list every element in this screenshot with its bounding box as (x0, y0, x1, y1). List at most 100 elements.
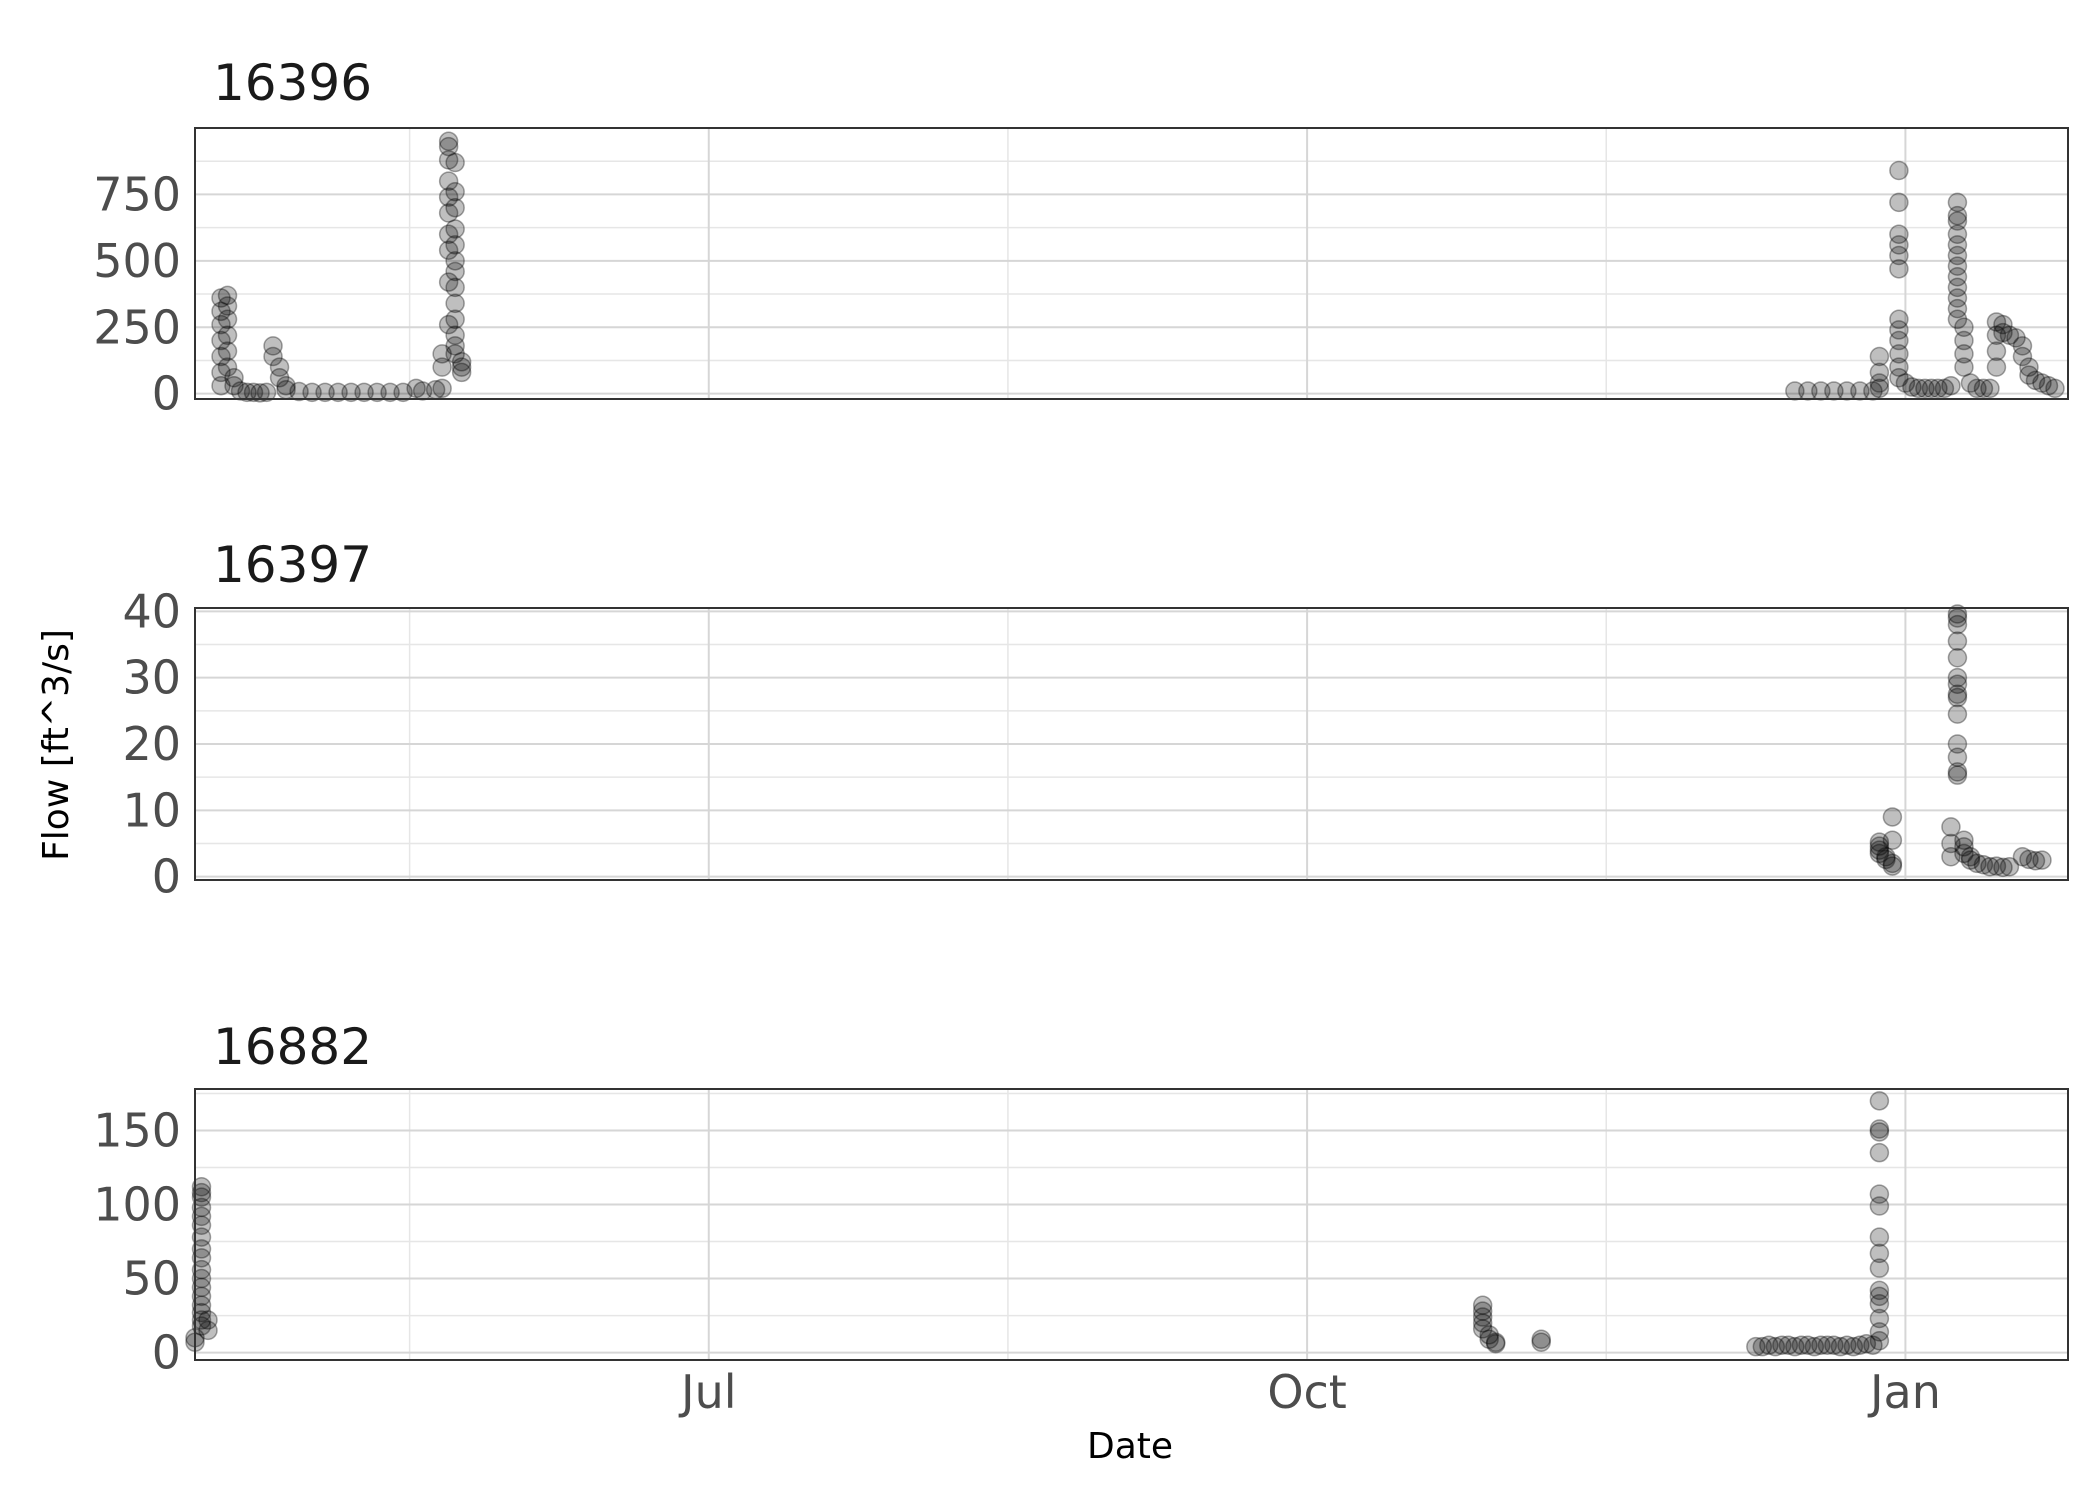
data-point (1869, 346, 1890, 367)
data-point (1973, 378, 1994, 399)
data-point (1752, 1336, 1773, 1357)
data-points (1869, 604, 2052, 878)
panel-title: 16396 (213, 54, 372, 112)
data-point (1889, 344, 1909, 364)
data-point (191, 1316, 212, 1336)
data-point (380, 382, 400, 403)
data-point (263, 346, 283, 367)
y-tick-label: 40 (122, 584, 181, 638)
x-tick-label: Oct (1267, 1365, 1347, 1419)
data-point (1941, 833, 1961, 854)
data-point (1947, 667, 1968, 688)
data-point (1843, 1336, 1864, 1357)
data-points (185, 1091, 1890, 1357)
data-point (1824, 1335, 1844, 1355)
data-point (198, 1320, 218, 1341)
data-point (2025, 370, 2046, 391)
data-point (191, 1215, 212, 1235)
data-point (1902, 377, 1922, 397)
data-point (1889, 259, 1909, 279)
data-point (1960, 850, 1981, 870)
y-tick-label: 250 (93, 300, 181, 354)
data-point (445, 336, 465, 356)
data-point (1947, 245, 1968, 266)
data-point (211, 346, 231, 367)
panel-frame (194, 607, 2069, 881)
data-point (1986, 325, 2007, 345)
data-point (191, 1295, 212, 1315)
data-point (1869, 1322, 1890, 1342)
data-point (217, 325, 238, 345)
data-point (1798, 1335, 1818, 1355)
data-point (1850, 1335, 1870, 1355)
data-point (1928, 378, 1948, 399)
data-point (1869, 362, 1890, 383)
data-point (1921, 378, 1942, 399)
y-tick-label: 10 (122, 783, 181, 837)
data-point (211, 330, 231, 351)
data-point (1947, 765, 1968, 785)
y-tick-label: 500 (93, 234, 181, 288)
data-point (1772, 1335, 1792, 1355)
x-tick-label: Jul (678, 1365, 737, 1419)
data-point (1472, 1313, 1493, 1333)
data-point (1889, 245, 1909, 266)
data-point (1999, 325, 2020, 345)
data-point (1889, 160, 1909, 181)
data-point (1947, 309, 1968, 330)
data-point (1908, 378, 1929, 399)
data-point (445, 152, 465, 173)
data-point (211, 288, 231, 308)
data-point (1759, 1335, 1779, 1355)
data-point (1889, 320, 1909, 340)
data-point (191, 1206, 212, 1227)
data-point (191, 1176, 212, 1197)
data-point (1954, 330, 1974, 351)
data-point (2025, 851, 2046, 871)
data-point (1954, 357, 1974, 377)
data-point (230, 381, 251, 401)
data-point (237, 382, 257, 403)
data-point (445, 219, 465, 239)
data-point (1947, 762, 1968, 782)
data-point (1882, 853, 1903, 874)
x-tick-labels: Jul Oct Jan (678, 1365, 1941, 1419)
data-point (438, 131, 459, 152)
data-point (432, 357, 452, 377)
data-point (1765, 1336, 1786, 1357)
data-point (1980, 856, 2000, 877)
data-point (438, 203, 459, 223)
data-point (438, 314, 459, 335)
grid (195, 608, 2068, 880)
data-point (328, 382, 348, 403)
data-point (1531, 1329, 1551, 1350)
data-point (2012, 847, 2033, 867)
data-point (1986, 341, 2007, 361)
data-point (1869, 843, 1890, 864)
data-point (211, 314, 231, 335)
data-point (445, 309, 465, 330)
data-point (406, 378, 426, 399)
data-point (1824, 381, 1844, 401)
data-point (445, 197, 465, 218)
data-point (445, 182, 465, 202)
panel-1: 16396 0 250 500 750 (93, 54, 2069, 421)
data-point (1973, 854, 1994, 875)
data-point (1960, 847, 1981, 867)
data-point (438, 272, 459, 292)
data-point (1947, 224, 1968, 245)
data-point (1999, 856, 2020, 877)
data-point (1889, 367, 1909, 388)
data-point (191, 1286, 212, 1307)
data-point (217, 309, 238, 330)
data-point (211, 375, 231, 396)
data-point (1798, 381, 1818, 401)
data-point (1947, 192, 1968, 213)
data-point (1986, 312, 2007, 332)
data-point (1947, 648, 1968, 668)
data-point (191, 1302, 212, 1323)
grid (195, 1089, 2068, 1360)
data-point (1869, 1258, 1890, 1278)
data-point (1876, 847, 1896, 867)
data-point (1531, 1332, 1551, 1352)
